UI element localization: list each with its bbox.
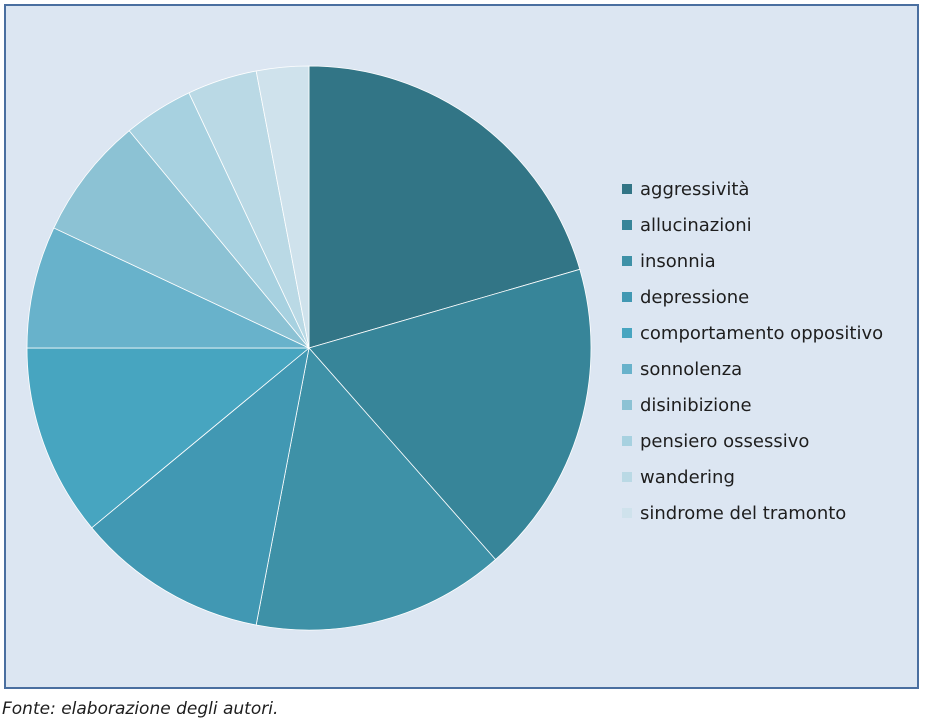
legend-item: disinibizione [622,387,883,423]
legend-item: comportamento oppositivo [622,315,883,351]
pie-slice-1 [308,268,592,561]
pie-slice-5 [26,227,310,349]
pie-chart [26,65,592,631]
pie-slice-9 [255,65,310,349]
legend-label: pensiero ossessivo [640,430,810,452]
legend-label: wandering [640,466,735,488]
legend-swatch [622,328,632,338]
legend-swatch [622,472,632,482]
legend-swatch [622,292,632,302]
legend-item: pensiero ossessivo [622,423,883,459]
legend-label: sonnolenza [640,358,743,380]
legend-item: depressione [622,279,883,315]
pie-slice-4 [26,347,311,529]
legend-swatch [622,436,632,446]
legend-label: aggressività [640,178,750,200]
legend-swatch [622,256,632,266]
legend-item: wandering [622,459,883,495]
pie-slice-6 [53,130,310,349]
legend-label: depressione [640,286,750,308]
legend-item: aggressività [622,171,883,207]
legend-swatch [622,508,632,518]
legend-item: insonnia [622,243,883,279]
legend-swatch [622,220,632,230]
source-caption: Fonte: elaborazione degli autori. [2,699,279,719]
legend-label: allucinazioni [640,214,752,236]
chart-legend: aggressività allucinazioni insonnia depress… [622,171,883,531]
legend-swatch [622,400,632,410]
legend-label: disinibizione [640,394,752,416]
pie-slice-2 [255,347,497,631]
pie-slice-3 [91,346,310,626]
legend-item: sonnolenza [622,351,883,387]
legend-swatch [622,184,632,194]
legend-item: allucinazioni [622,207,883,243]
legend-label: comportamento oppositivo [640,322,884,344]
legend-label: sindrome del tramonto [640,502,847,524]
pie-slice-0 [308,65,581,349]
legend-label: insonnia [640,250,716,272]
legend-item: sindrome del tramonto [622,495,883,531]
legend-swatch [622,364,632,374]
